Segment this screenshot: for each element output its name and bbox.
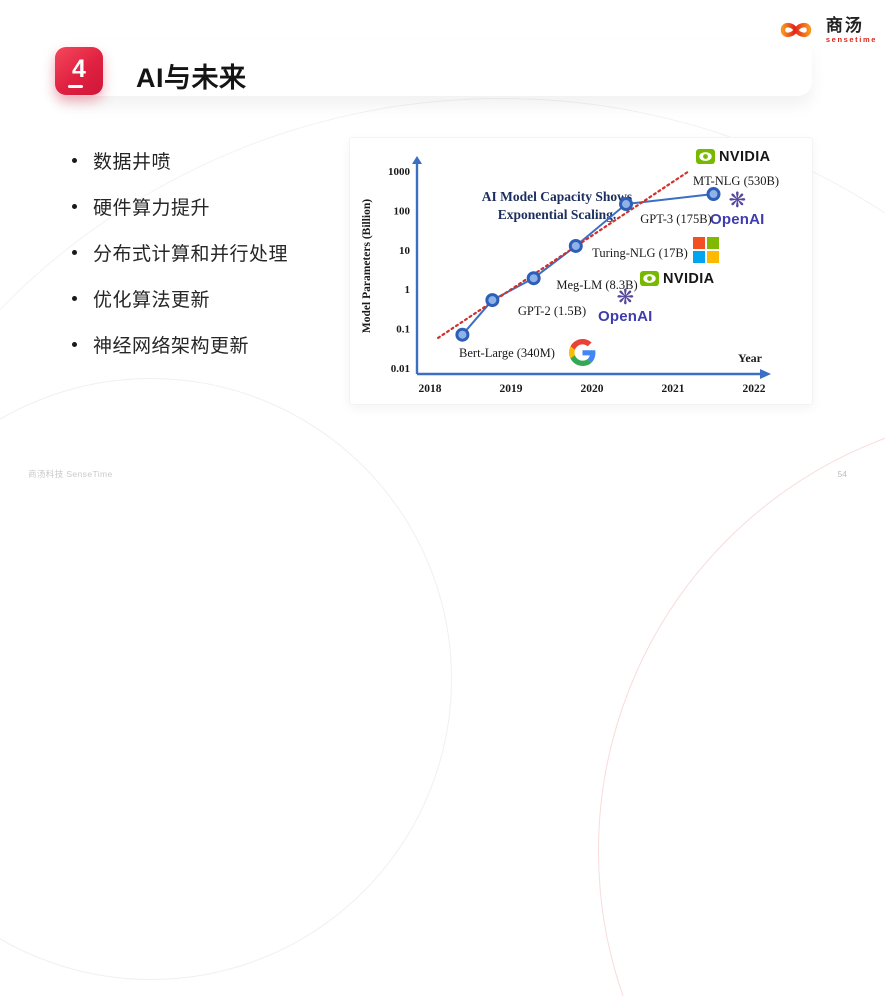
svg-text:2020: 2020 — [581, 383, 604, 395]
nvidia-wordmark: NVIDIA — [663, 270, 715, 287]
svg-text:GPT-2 (1.5B): GPT-2 (1.5B) — [518, 304, 586, 318]
microsoft-squares-icon — [693, 237, 719, 263]
list-item: 神经网络架构更新 — [72, 334, 288, 357]
scaling-chart-svg: 1000 100 10 1 0.1 0.01 2018 2019 2020 2021 2022 Mod… — [361, 156, 779, 395]
svg-text:2018: 2018 — [419, 383, 442, 395]
bullet-dot — [72, 204, 77, 209]
bullet-dot — [72, 342, 77, 347]
google-logo — [569, 339, 596, 366]
chart-panel: 1000 100 10 1 0.1 0.01 2018 2019 2020 2021 2022 Mod… — [349, 137, 813, 405]
brand-logo: 商汤 sensetime — [779, 16, 877, 44]
bullet-dot — [72, 250, 77, 255]
bullet-list: 数据井喷 硬件算力提升 分布式计算和并行处理 优化算法更新 神经网络架构更新 — [72, 150, 288, 380]
openai-wordmark: OpenAI — [598, 307, 653, 325]
svg-text:10: 10 — [399, 245, 411, 257]
nvidia-eye-icon — [640, 271, 659, 286]
bullet-text: 神经网络架构更新 — [93, 336, 250, 357]
brand-subname: sensetime — [825, 34, 877, 44]
svg-text:2019: 2019 — [500, 383, 523, 395]
nvidia-eye-icon — [696, 149, 715, 164]
nvidia-logo: NVIDIA — [640, 270, 715, 287]
svg-text:0.1: 0.1 — [396, 324, 410, 336]
svg-text:1: 1 — [405, 284, 411, 296]
svg-text:AI Model Capacity Shows: AI Model Capacity Shows — [482, 189, 632, 204]
google-g-icon — [569, 339, 596, 366]
page-number: 54 — [837, 469, 847, 479]
svg-text:2022: 2022 — [743, 383, 766, 395]
nvidia-logo: NVIDIA — [696, 148, 771, 165]
svg-text:Model Parameters (Billion): Model Parameters (Billion) — [361, 199, 373, 333]
nvidia-wordmark: NVIDIA — [719, 148, 771, 165]
list-item: 分布式计算和并行处理 — [72, 242, 289, 265]
section-number: 4 — [72, 55, 86, 83]
openai-knot-icon: ❋ — [728, 189, 747, 212]
bullet-text: 优化算法更新 — [93, 290, 211, 311]
svg-text:Exponential Scaling.: Exponential Scaling. — [498, 207, 617, 222]
list-item: 数据井喷 — [72, 150, 288, 173]
bullet-text: 分布式计算和并行处理 — [93, 244, 289, 265]
microsoft-logo — [693, 237, 719, 263]
page-title: AI与未来 — [136, 63, 247, 93]
svg-text:2021: 2021 — [662, 383, 685, 395]
footer-text: 商汤科技 SenseTime — [28, 469, 113, 479]
openai-logo: ❋ OpenAI — [598, 286, 653, 325]
bullet-text: 数据井喷 — [93, 152, 172, 173]
svg-text:Meg-LM (8.3B): Meg-LM (8.3B) — [556, 278, 637, 292]
list-item: 优化算法更新 — [72, 288, 288, 311]
openai-knot-icon: ❋ — [616, 286, 635, 309]
svg-text:Bert-Large (340M): Bert-Large (340M) — [459, 346, 555, 360]
svg-text:Turing-NLG (17B): Turing-NLG (17B) — [592, 246, 688, 260]
openai-wordmark: OpenAI — [710, 210, 765, 228]
svg-text:Year: Year — [738, 351, 763, 365]
svg-text:GPT-3 (175B): GPT-3 (175B) — [640, 212, 711, 226]
list-item: 硬件算力提升 — [72, 196, 288, 219]
svg-text:100: 100 — [394, 205, 411, 217]
openai-logo: ❋ OpenAI — [710, 189, 765, 228]
svg-text:1000: 1000 — [388, 166, 411, 178]
sensetime-swirl-icon — [780, 22, 812, 38]
badge-underline — [67, 85, 83, 88]
bullet-text: 硬件算力提升 — [93, 198, 211, 219]
svg-text:0.01: 0.01 — [391, 363, 410, 375]
bullet-dot — [72, 158, 77, 163]
bullet-dot — [72, 296, 77, 301]
brand-name: 商汤 — [825, 15, 864, 35]
header-band — [56, 39, 812, 96]
svg-text:MT-NLG (530B): MT-NLG (530B) — [693, 174, 779, 188]
section-badge: 4 — [55, 47, 103, 95]
